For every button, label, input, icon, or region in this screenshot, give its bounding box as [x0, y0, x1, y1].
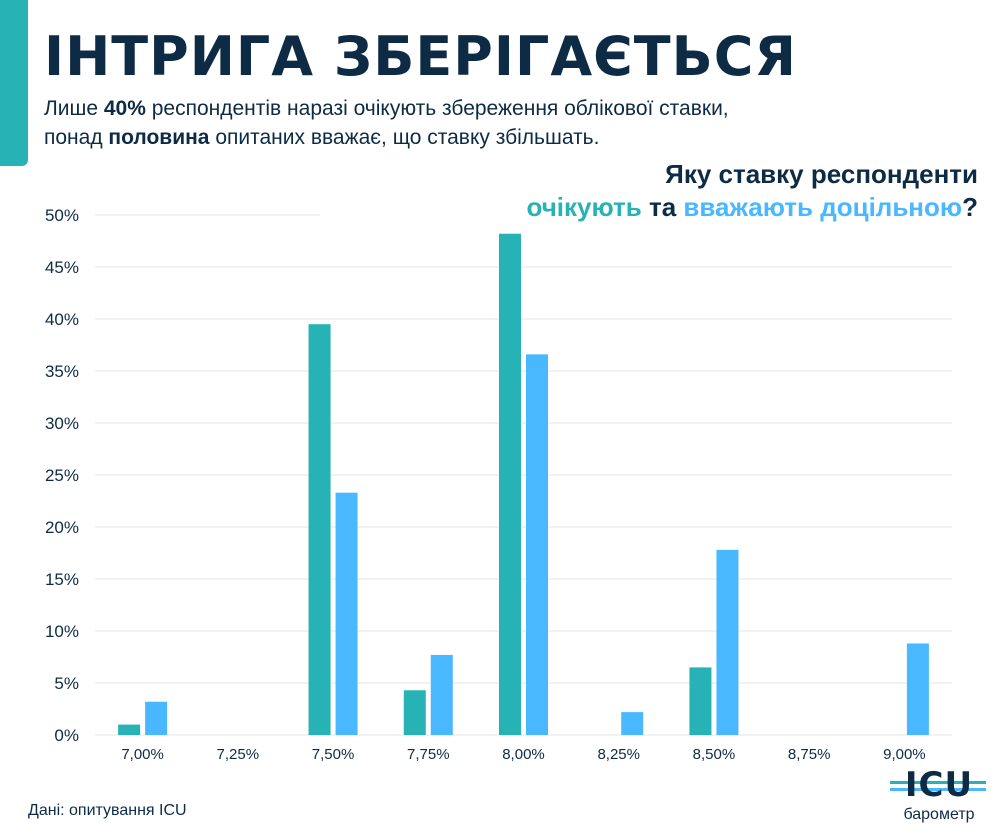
data-source: Дані: опитування ICU	[28, 802, 187, 819]
question-line-2: очікують та вважають доцільною?	[526, 192, 978, 222]
x-tick-label: 7,50%	[312, 746, 355, 763]
x-tick-label: 7,25%	[217, 746, 260, 763]
bar-expected	[118, 724, 141, 735]
y-tick-label: 35%	[45, 362, 79, 381]
accent-bar	[0, 0, 28, 166]
y-tick-label: 30%	[45, 414, 79, 433]
question-line-1: Яку ставку респонденти	[665, 159, 978, 189]
bar-appropriate	[526, 354, 548, 735]
x-tick-label: 7,75%	[407, 746, 450, 763]
icu-logo: ICU барометр	[890, 765, 986, 830]
bar-expected	[689, 667, 712, 735]
y-tick-label: 0%	[54, 726, 79, 745]
bar-appropriate	[145, 701, 168, 735]
y-tick-label: 25%	[45, 466, 79, 485]
subtitle-line-2: понад половина опитаних вважає, що ставк…	[44, 126, 600, 149]
subtitle-line-1: Лише 40% респондентів наразі очікують зб…	[44, 97, 729, 120]
bar-appropriate	[430, 654, 453, 735]
y-tick-label: 10%	[45, 622, 79, 641]
logo-text: ICU	[904, 765, 974, 805]
bar-appropriate	[621, 712, 644, 735]
y-tick-label: 5%	[54, 674, 79, 693]
bar-appropriate	[335, 492, 358, 735]
bar-expected	[308, 324, 331, 735]
y-tick-label: 50%	[45, 206, 79, 225]
logo-line-1	[890, 781, 986, 784]
x-tick-label: 8,75%	[788, 746, 831, 763]
logo-line-2	[890, 788, 986, 791]
y-tick-label: 45%	[45, 258, 79, 277]
x-tick-label: 9,00%	[883, 746, 926, 763]
logo-subtitle: барометр	[903, 806, 975, 823]
y-tick-label: 20%	[45, 518, 79, 537]
legend-appropriate: вважають доцільною	[683, 192, 963, 222]
x-tick-label: 8,00%	[502, 746, 545, 763]
subtitle: Лише 40% респондентів наразі очікують зб…	[44, 94, 984, 152]
bar-expected	[403, 690, 426, 735]
x-tick-label: 8,25%	[597, 746, 640, 763]
x-tick-label: 7,00%	[121, 746, 164, 763]
x-tick-label: 8,50%	[693, 746, 736, 763]
bar-expected	[499, 233, 521, 735]
page-title: ІНТРИГА ЗБЕРІГАЄТЬСЯ	[44, 25, 798, 88]
bar-appropriate	[716, 549, 739, 735]
y-tick-label: 15%	[45, 570, 79, 589]
bar-appropriate	[906, 643, 929, 735]
y-tick-label: 40%	[45, 310, 79, 329]
legend-expected: очікують	[526, 192, 642, 222]
chart-question: Яку ставку респонденти очікують та вважа…	[526, 158, 978, 224]
